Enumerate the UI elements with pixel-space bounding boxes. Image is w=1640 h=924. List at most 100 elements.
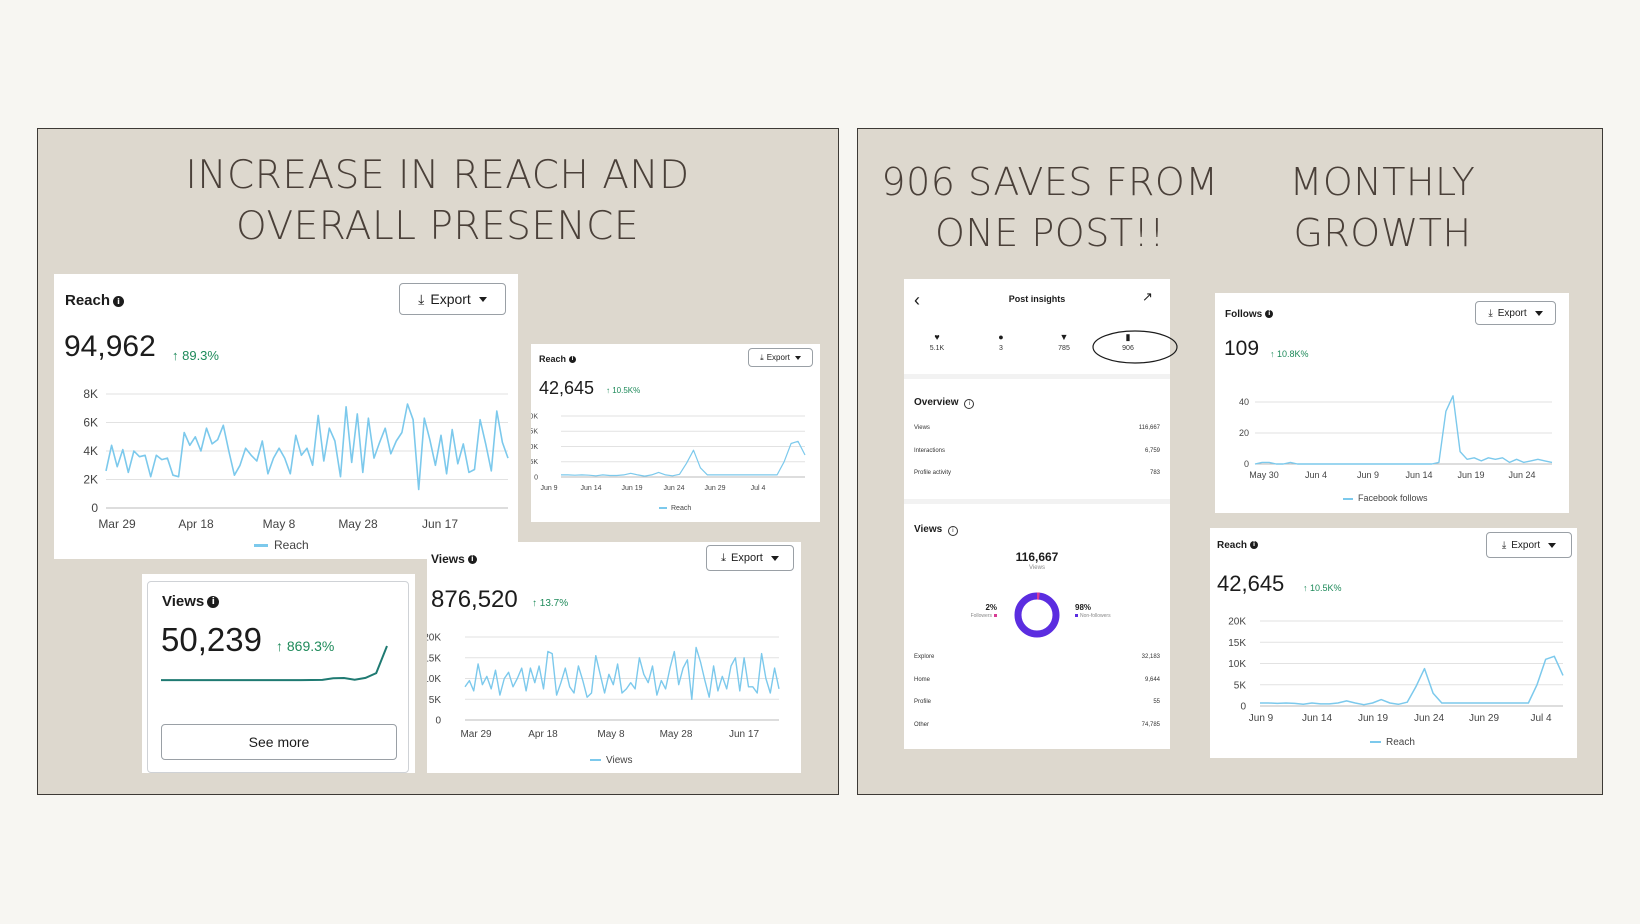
views-total: 116,667 <box>1015 550 1059 564</box>
download-icon: ⤓ <box>418 290 425 307</box>
x-tick-label: Jun 24 <box>1414 713 1444 724</box>
x-tick-label: May 8 <box>597 729 625 740</box>
comment-icon[interactable]: ● <box>998 332 1004 342</box>
bookmark-icon[interactable]: ▮ <box>1125 332 1131 342</box>
x-tick-label: Jun 24 <box>1508 470 1535 480</box>
views-sparkline-plot <box>161 645 388 682</box>
non-followers-pct: 98% <box>1075 603 1092 612</box>
views-small-title: Views <box>162 593 205 610</box>
follows-export-button[interactable]: ⤓ Export <box>1475 301 1556 325</box>
reach-small-chart-plot: 0 5K 10K 15K 20K Jun 9 Jun 14 Jun 19 Jun 24 Jun 2… <box>531 413 806 492</box>
x-tick-label: Jun 9 <box>1357 470 1379 480</box>
row-label: Profile <box>914 699 932 705</box>
see-more-button[interactable]: See more <box>161 724 397 760</box>
y-tick-label: 8K <box>83 387 98 401</box>
y-tick-label: 5K <box>531 459 538 466</box>
follows-change: ↑ 10.8K% <box>1270 349 1309 359</box>
reach-right-legend: Reach <box>1370 737 1415 748</box>
y-tick-label: 10K <box>1228 659 1246 670</box>
export-label: Export <box>1497 307 1527 319</box>
reach-chart-plot: 0 2K 4K 6K 8K Mar 29 Apr 18 May 8 May 28 Jun 17 <box>83 387 509 531</box>
x-tick-label: May 30 <box>1249 470 1279 480</box>
info-icon: i <box>467 555 477 565</box>
x-tick-label: Jun 24 <box>663 485 684 492</box>
reach-value: 94,962 <box>64 330 156 363</box>
info-outline-icon: i <box>947 526 958 536</box>
reach-card-title-row: Reach i <box>65 292 125 309</box>
x-tick-label: May 28 <box>338 517 378 531</box>
caret-down-icon <box>770 555 779 561</box>
reach-right-title: Reach <box>1217 540 1248 551</box>
x-tick-label: May 8 <box>263 517 296 531</box>
reach-right-card: Reach i ⤓ Export 42,645 ↑ 10.5K% 0 5K 10K 15K… <box>1210 528 1577 758</box>
x-tick-label: Jun 19 <box>1358 713 1388 724</box>
see-more-label: See more <box>248 734 310 750</box>
views-chart-plot: 0 5K 10K 15K 20K Mar 29 Apr 18 May 8 May 28 Jun 1… <box>427 633 780 740</box>
left-headline-line1: INCREASE IN REACH AND <box>185 153 690 198</box>
views-section-title: Views <box>914 524 943 535</box>
reach-right-change: ↑ 10.5K% <box>1303 583 1342 593</box>
reach-export-button[interactable]: ⤓ Export <box>399 283 506 315</box>
views-section: Views i 116,667 Views 2% Followers 98% N… <box>904 504 1170 749</box>
stat-value: 906 <box>1122 345 1134 352</box>
reach-legend: Reach <box>254 538 309 552</box>
y-tick-label: 0 <box>435 716 441 727</box>
reach-small-legend: Reach <box>659 505 691 512</box>
non-followers-label-row: Non-followers <box>1075 613 1111 619</box>
y-tick-label: 5K <box>1234 680 1247 691</box>
share-icon[interactable]: ▼ <box>1059 332 1069 342</box>
reach-right-export-button[interactable]: ⤓ Export <box>1486 532 1572 558</box>
y-tick-label: 6K <box>83 416 98 430</box>
row-value: 55 <box>1153 699 1160 705</box>
follows-chart-plot: 0 20 40 May 30 Jun 4 Jun 9 Jun 14 Jun 19 Jun 24 <box>1239 395 1553 480</box>
y-tick-label: 10K <box>531 444 538 451</box>
series-line <box>561 440 806 477</box>
y-tick-label: 10K <box>427 674 441 685</box>
x-tick-label: Mar 29 <box>98 517 136 531</box>
row-label: Other <box>914 721 930 728</box>
reach-small-export-button[interactable]: ⤓ Export <box>748 348 813 367</box>
x-tick-label: Jun 19 <box>621 485 642 492</box>
caret-down-icon <box>478 296 487 302</box>
legend-swatch <box>1370 741 1381 744</box>
heart-icon[interactable]: ♥ <box>934 332 940 342</box>
download-icon: ⤓ <box>1488 307 1493 319</box>
follows-legend-label: Facebook follows <box>1358 493 1428 503</box>
follows-value: 109 <box>1224 337 1260 360</box>
growth-headline-line2: GROWTH <box>1293 210 1472 255</box>
follows-card: Follows i ⤓ Export 109 ↑ 10.8K% 0 20 40 May 3… <box>1215 293 1569 513</box>
info-icon: i <box>1250 541 1259 550</box>
overview-section: Overview i Views 116,667 Interactions 6,759… <box>904 379 1170 499</box>
views-small-card: Views i 50,239 ↑ 869.3% See more <box>142 574 415 773</box>
series-line <box>1254 395 1553 465</box>
y-tick-label: 15K <box>531 429 538 436</box>
info-icon: i <box>207 596 220 609</box>
y-tick-label: 15K <box>1228 638 1246 649</box>
trend-icon[interactable]: ↗ <box>1142 289 1153 304</box>
growth-headline: MONTHLY GROWTH <box>1250 157 1515 258</box>
views-donut <box>1014 592 1060 638</box>
reach-card-title: Reach <box>65 292 111 309</box>
views-small-value: 50,239 <box>161 621 262 658</box>
views-small-change: ↑ 869.3% <box>276 638 335 654</box>
back-chevron-icon[interactable]: ‹ <box>914 290 920 310</box>
reach-change: ↑ 89.3% <box>172 348 219 363</box>
export-label: Export <box>731 552 763 564</box>
reach-right-value: 42,645 <box>1217 571 1285 596</box>
y-tick-label: 40 <box>1239 397 1249 407</box>
x-tick-label: Jun 4 <box>1305 470 1327 480</box>
sparkline-line <box>161 645 388 682</box>
follows-chart: 0 20 40 May 30 Jun 4 Jun 9 Jun 14 Jun 19 Jun 24 <box>1239 395 1553 480</box>
legend-swatch <box>1343 497 1353 500</box>
x-tick-label: Jun 29 <box>1469 713 1499 724</box>
series-line <box>1260 655 1564 706</box>
views-export-button[interactable]: ⤓ Export <box>706 545 794 571</box>
y-tick-label: 5K <box>429 695 442 706</box>
row-value: 32,183 <box>1141 654 1160 660</box>
y-tick-label: 2K <box>83 473 98 487</box>
row-label: Interactions <box>914 447 946 454</box>
row-value: 6,759 <box>1144 447 1160 454</box>
row-label: Views <box>914 425 930 431</box>
reach-small-legend-label: Reach <box>671 505 692 512</box>
